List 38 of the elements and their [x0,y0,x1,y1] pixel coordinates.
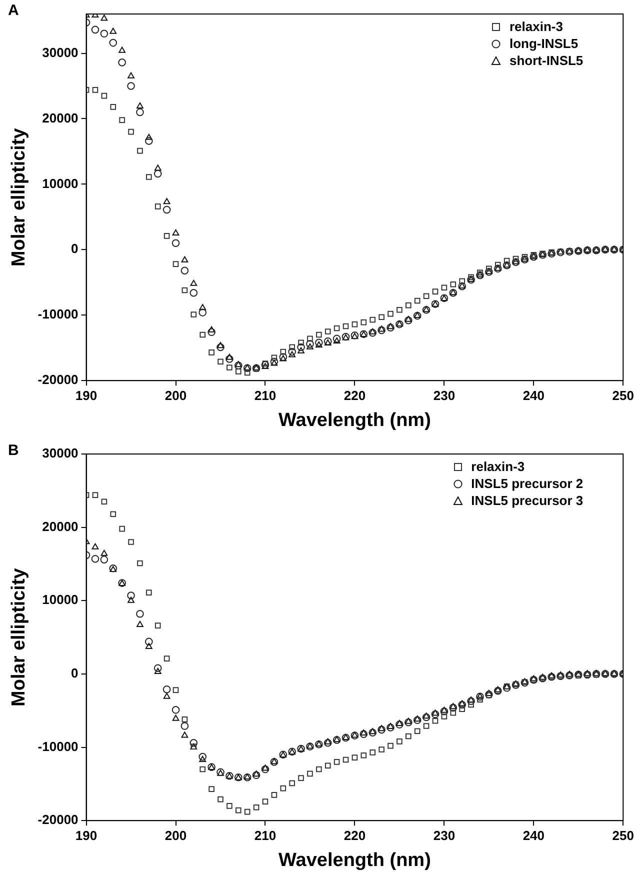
x-tick-label: 200 [164,388,187,403]
legend-label: short-INSL5 [509,52,584,69]
x-tick-label: 220 [344,828,366,843]
y-axis-title: Molar ellipticity [8,568,30,706]
y-tick-label: 10000 [42,592,78,608]
legend-label: long-INSL5 [509,35,578,52]
y-tick-label: 20000 [42,110,78,126]
x-tick-label: 190 [75,388,98,403]
legend-label: INSL5 precursor 2 [471,475,584,492]
legend-label: INSL5 precursor 3 [471,492,584,509]
x-tick-label: 220 [344,388,366,403]
x-tick-label: 250 [612,828,634,843]
x-tick-label: 240 [522,828,545,843]
text: B [8,442,19,459]
x-tick-label: 210 [254,388,276,403]
x-tick-label: 250 [612,388,634,403]
y-tick-label: -10000 [38,306,78,322]
y-tick-label: 10000 [42,176,78,191]
x-tick-label: 230 [433,828,456,843]
x-axis-title: Wavelength (nm) [278,410,431,431]
y-tick-label: 30000 [42,44,78,60]
x-tick-label: 240 [522,388,545,403]
y-tick-label: 30000 [42,446,78,461]
x-tick-label: 190 [75,828,98,843]
y-tick-label: 0 [71,666,78,681]
y-tick-label: -20000 [38,372,78,388]
x-tick-label: 230 [433,388,456,403]
x-axis-title: Wavelength (nm) [278,850,431,871]
y-tick-label: 20000 [42,518,78,534]
y-tick-label: -10000 [38,738,78,754]
y-axis-title: Molar ellipticity [8,128,30,266]
legend-label: relaxin-3 [509,18,563,35]
x-tick-label: 210 [254,828,276,843]
legend-label: relaxin-3 [471,458,525,475]
x-tick-label: 200 [164,828,187,843]
y-tick-label: 0 [71,241,78,256]
text: A [8,2,19,19]
y-tick-label: -20000 [38,812,78,828]
